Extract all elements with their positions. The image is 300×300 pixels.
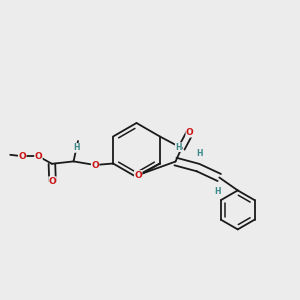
Text: H: H — [214, 188, 221, 196]
Text: O: O — [91, 160, 99, 169]
Text: O: O — [18, 152, 26, 161]
Text: O: O — [186, 128, 194, 137]
Text: O: O — [34, 152, 42, 161]
Text: H: H — [175, 142, 182, 152]
Text: O: O — [134, 170, 142, 179]
Text: H: H — [73, 143, 80, 152]
Text: O: O — [49, 177, 56, 186]
Text: H: H — [196, 149, 203, 158]
